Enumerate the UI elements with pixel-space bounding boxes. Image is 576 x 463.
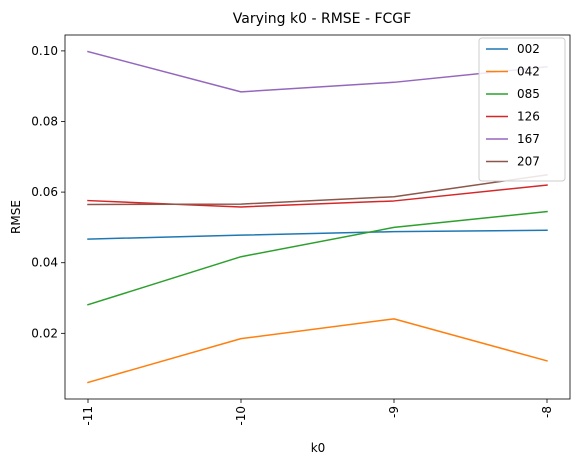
y-tick-label: 0.10	[31, 44, 58, 58]
y-axis: 0.02 0.04 0.06 0.08 0.10	[31, 44, 65, 340]
y-tick-label: 0.04	[31, 256, 58, 270]
series-line-207	[87, 173, 548, 206]
y-tick-label: 0.08	[31, 114, 58, 128]
y-axis-label: RMSE	[9, 200, 23, 234]
legend-label-085: 085	[517, 87, 540, 101]
legend: 002 042 085 126 167 207	[478, 37, 566, 182]
legend-label-207: 207	[517, 155, 540, 169]
legend-label-002: 002	[517, 42, 540, 56]
x-tick-label: -11	[81, 406, 95, 426]
x-tick-label: -9	[387, 406, 401, 418]
x-tick-label: -8	[540, 406, 554, 418]
legend-label-042: 042	[517, 65, 540, 79]
legend-box	[478, 37, 566, 182]
x-axis: -11 -10 -9 -8	[81, 399, 554, 426]
series-line-085	[87, 210, 548, 306]
x-axis-label: k0	[311, 441, 326, 455]
y-tick-label: 0.06	[31, 185, 58, 199]
axes-frame	[64, 34, 571, 400]
plot-area	[87, 50, 548, 384]
x-tick-label: -10	[234, 406, 248, 426]
y-tick-label: 0.02	[31, 326, 58, 340]
legend-label-126: 126	[517, 110, 540, 124]
chart-title: Varying k0 - RMSE - FCGF	[233, 11, 411, 27]
legend-label-167: 167	[517, 132, 540, 146]
series-line-042	[87, 318, 548, 384]
series-line-167	[87, 50, 548, 93]
series-line-002	[87, 229, 548, 240]
